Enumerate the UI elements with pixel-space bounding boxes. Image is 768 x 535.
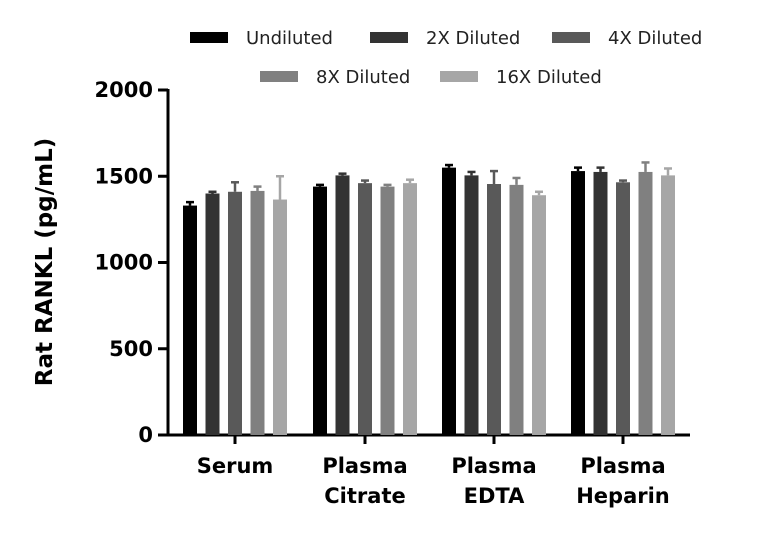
bar-undiluted-3 (571, 171, 585, 435)
legend-swatch-undiluted (190, 32, 228, 43)
legend: Undiluted 2X Diluted 4X Diluted 8X Diluted 1… (190, 28, 702, 88)
bar-8x-diluted-3 (638, 171, 653, 435)
bar-undiluted-2 (442, 167, 456, 435)
bar-4x-diluted-3 (616, 182, 630, 435)
bars (183, 161, 675, 435)
x-category-label-0-0: Serum (197, 454, 274, 478)
bar-16x-diluted-3 (661, 175, 675, 435)
labels: 0 500 1000 1500 2000 Rat RANKL (pg/mL) Serum Pl… (32, 78, 670, 508)
bar-4x-diluted-2 (487, 184, 501, 435)
legend-label-2x-diluted: 2X Diluted (426, 28, 520, 49)
bar-2x-diluted-1 (335, 175, 350, 435)
y-tick-label-500: 500 (109, 337, 153, 361)
x-category-label-3-1: Heparin (576, 484, 670, 508)
bar-2x-diluted-3 (593, 171, 608, 435)
x-category-label-2-1: EDTA (464, 484, 525, 508)
legend-swatch-8x-diluted (260, 71, 298, 82)
legend-label-16x-diluted: 16X Diluted (496, 67, 602, 88)
bar-16x-diluted-0 (273, 199, 287, 435)
legend-swatch-4x-diluted (552, 32, 590, 43)
legend-swatch-2x-diluted (370, 32, 408, 43)
bar-undiluted-1 (313, 186, 327, 435)
bar-8x-diluted-2 (509, 184, 524, 435)
bar-2x-diluted-2 (464, 175, 479, 435)
x-category-label-3-0: Plasma (580, 454, 665, 478)
bar-4x-diluted-0 (228, 191, 242, 435)
x-category-label-2-0: Plasma (451, 454, 536, 478)
y-tick-label-1000: 1000 (95, 251, 153, 275)
legend-label-8x-diluted: 8X Diluted (316, 67, 410, 88)
bar-2x-diluted-0 (205, 193, 220, 435)
legend-label-undiluted: Undiluted (246, 28, 333, 49)
bar-4x-diluted-1 (358, 183, 372, 435)
y-axis-title: Rat RANKL (pg/mL) (32, 138, 58, 386)
legend-label-4x-diluted: 4X Diluted (608, 28, 702, 49)
y-tick-label-1500: 1500 (95, 164, 153, 188)
bar-16x-diluted-2 (532, 195, 546, 435)
bar-8x-diluted-0 (250, 190, 265, 435)
legend-swatch-16x-diluted (440, 71, 478, 82)
bar-16x-diluted-1 (403, 183, 417, 435)
bar-undiluted-0 (183, 205, 197, 435)
y-tick-label-0: 0 (138, 423, 153, 447)
y-tick-label-2000: 2000 (95, 78, 153, 102)
bar-8x-diluted-1 (380, 186, 395, 435)
x-category-label-1-1: Citrate (324, 484, 405, 508)
x-category-label-1-0: Plasma (322, 454, 407, 478)
